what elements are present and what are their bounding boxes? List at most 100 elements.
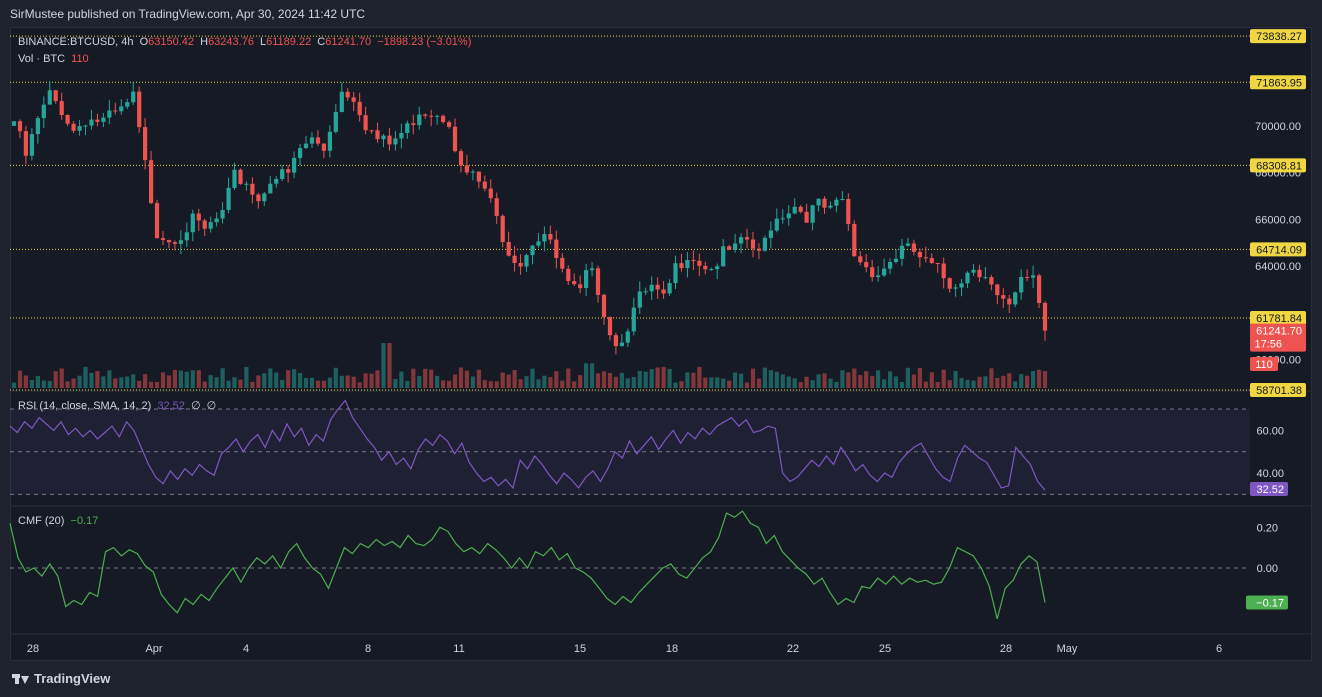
low-value: 61189.22 [266,36,312,48]
rsi-extra-1: ∅ [190,400,201,412]
volume-bar [280,379,285,388]
candle [286,169,291,173]
rsi-last-label: 32.52 [1256,484,1284,496]
volume-bar [506,374,511,388]
x-axis-tick: 11 [453,643,464,655]
candle [864,262,869,268]
volume-bar [470,376,475,388]
volume-label[interactable]: Vol · BTC [18,53,66,65]
high-value: 63243.76 [208,36,254,48]
candle [542,234,547,242]
volume-bar [476,369,481,388]
volume-bar [750,368,756,388]
candle [160,238,166,240]
candle [339,91,344,112]
volume-bar [17,370,23,388]
candle [321,143,326,151]
volume-bar [11,382,17,388]
chart-frame[interactable] [10,27,1312,661]
volume-bar [804,376,809,388]
candle [786,213,791,219]
symbol-label[interactable]: BINANCE:BTCUSD, 4h [18,36,134,48]
candle [792,206,797,214]
candle [691,260,696,261]
level-label: 58701.38 [1256,385,1302,397]
candle [238,169,243,184]
candle [685,260,690,269]
level-label: 68308.81 [1256,160,1302,172]
volume-bar [47,381,52,388]
volume-bar [625,378,630,388]
rsi-label[interactable]: RSI (14, close, SMA, 14, 2) [18,400,152,412]
candle [697,260,702,266]
volume-bar [375,370,380,388]
level-label-box [1250,75,1306,90]
candle [947,278,952,289]
volume-bar [363,373,368,388]
candle [280,169,285,179]
candle [178,240,183,244]
candle [888,262,893,269]
candle [59,101,64,115]
candle [232,169,237,188]
candle [977,269,982,278]
volume-bar [774,371,779,388]
candle [554,239,559,258]
rsi-legend: RSI (14, close, SMA, 14, 2) 32.52 ∅ ∅ [18,399,219,412]
candle [768,230,773,238]
volume-bar [89,372,94,388]
high-label: H [200,36,209,48]
candle [345,91,350,98]
volume-bar [560,380,565,388]
level-label-box [1250,158,1306,173]
volume-bar [500,372,505,388]
cmf-label[interactable]: CMF (20) [18,515,65,527]
candle [548,234,553,240]
rsi-last-box [1250,481,1288,496]
candle [584,270,589,288]
x-axis-tick: 6 [1216,643,1222,655]
volume-bar [1013,381,1018,388]
volume-bar [637,371,642,388]
candle [1001,295,1006,299]
candle [667,283,672,294]
level-label: 61781.84 [1256,313,1302,325]
volume-bar [464,370,469,388]
volume-bar [572,381,577,388]
candle [476,171,481,182]
candle [256,194,261,202]
tradingview-logo-icon [12,673,29,684]
candle [715,266,720,270]
volume-bar [995,377,1000,388]
volume-bar [190,370,195,388]
tradingview-logo[interactable]: TradingView [12,671,110,686]
volume-bar [405,380,410,388]
volume-bar [244,367,249,388]
volume-bar [828,378,833,388]
volume-bar [876,370,881,388]
x-axis-tick: 28 [27,643,39,655]
volume-bar [59,368,64,388]
volume-bar [703,377,708,388]
volume-bar [965,379,970,388]
volume-bar [584,363,589,389]
candle [601,294,607,318]
candle [870,267,875,278]
candle [298,148,303,158]
volume-bar [387,343,392,388]
volume-bar [321,380,326,388]
volume-bar [268,368,273,388]
candle [77,126,82,131]
volume-bar [983,376,988,388]
level-label-box [1250,310,1306,325]
volume-bar [166,375,172,388]
open-value: 63150.42 [148,36,195,48]
volume-bar [298,373,303,388]
volume-bar [917,367,922,388]
x-axis-tick: 15 [574,643,586,655]
open-label: O [139,36,149,48]
candle [1042,303,1048,331]
candle [727,246,732,250]
candle [244,183,249,185]
